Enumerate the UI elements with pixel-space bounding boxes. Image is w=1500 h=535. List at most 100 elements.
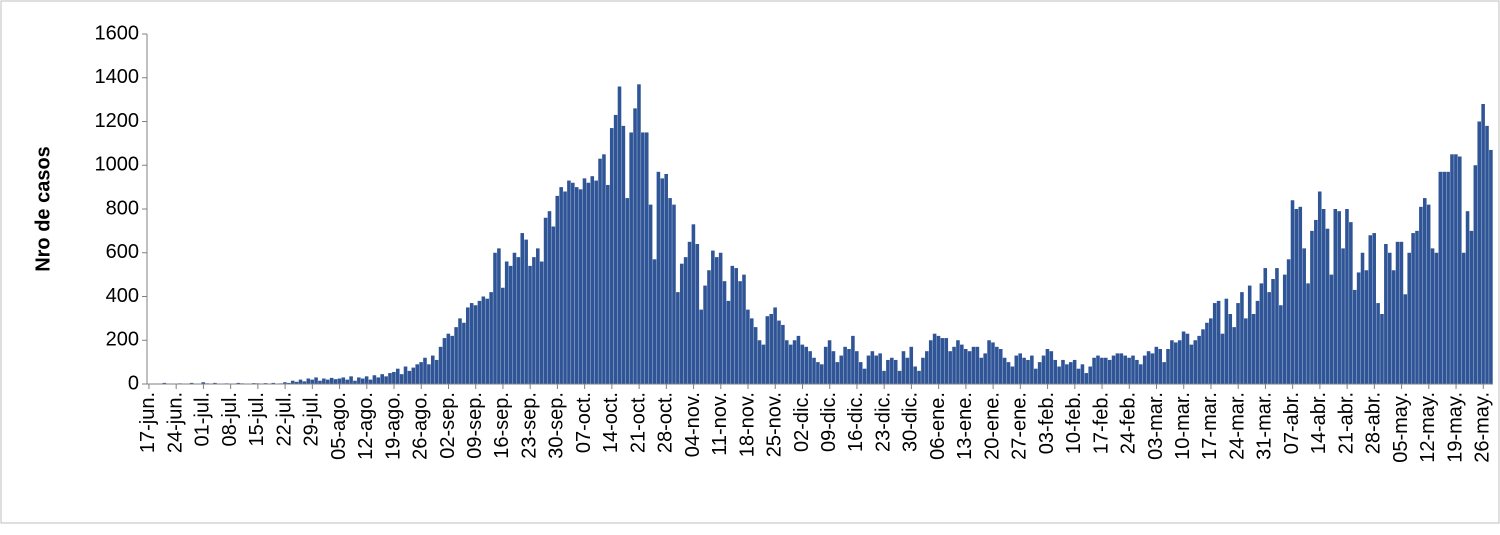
bar xyxy=(1470,231,1474,384)
bar xyxy=(330,378,334,384)
bar xyxy=(614,115,618,384)
bar xyxy=(832,351,836,384)
bar xyxy=(824,347,828,384)
x-tick-label: 20-ene. xyxy=(981,392,1003,460)
bar xyxy=(1003,358,1007,384)
bar xyxy=(808,351,812,384)
bar xyxy=(1481,104,1485,384)
bar xyxy=(1388,253,1392,384)
bar xyxy=(1011,367,1015,385)
bar xyxy=(575,187,579,384)
x-tick-label: 02-dic. xyxy=(791,392,813,452)
bar xyxy=(781,325,785,384)
bar xyxy=(637,84,641,384)
bar xyxy=(388,373,392,384)
bar xyxy=(1026,360,1030,384)
bar xyxy=(1326,229,1330,384)
bar xyxy=(750,318,754,384)
bar xyxy=(1267,292,1271,384)
bar xyxy=(404,367,408,385)
bar xyxy=(1271,279,1275,384)
bar xyxy=(921,358,925,384)
y-tick-label: 0 xyxy=(128,372,139,394)
bar xyxy=(843,347,847,384)
bar xyxy=(941,338,945,384)
bar xyxy=(1376,303,1380,384)
bar xyxy=(1170,340,1174,384)
bar xyxy=(622,126,626,384)
x-tick-label: 27-ene. xyxy=(1009,392,1031,460)
bar xyxy=(1205,323,1209,384)
x-tick-label: 09-dic. xyxy=(818,392,840,452)
bar xyxy=(867,356,871,384)
bar xyxy=(454,327,458,384)
bar xyxy=(707,270,711,384)
bar xyxy=(1178,340,1182,384)
bar xyxy=(458,318,462,384)
bar xyxy=(427,364,431,384)
bar xyxy=(964,349,968,384)
bar xyxy=(1046,349,1050,384)
bar xyxy=(1353,290,1357,384)
bar xyxy=(450,336,454,384)
bar xyxy=(1345,209,1349,384)
x-tick-label: 21-abr. xyxy=(1335,392,1357,454)
bar xyxy=(777,321,781,384)
bar xyxy=(773,307,777,384)
bar xyxy=(657,172,661,384)
bar xyxy=(482,297,486,385)
x-tick-label: 12-ago. xyxy=(355,392,377,460)
bar xyxy=(485,299,489,384)
x-tick-label: 16-sep. xyxy=(491,392,513,459)
x-tick-label: 30-dic. xyxy=(900,392,922,452)
bar xyxy=(1450,154,1454,384)
bar xyxy=(816,362,820,384)
y-tick-label: 1400 xyxy=(95,66,140,88)
bar xyxy=(345,380,349,384)
bar xyxy=(1435,253,1439,384)
bar xyxy=(1330,275,1334,384)
bar xyxy=(1007,362,1011,384)
x-tick-label: 08-jul. xyxy=(219,392,241,446)
bar xyxy=(555,196,559,384)
bar xyxy=(956,340,960,384)
bar xyxy=(645,132,649,384)
bar xyxy=(1283,275,1287,384)
bar xyxy=(882,371,886,384)
x-tick-label: 23-sep. xyxy=(518,392,540,459)
x-tick-label: 19-may. xyxy=(1444,392,1466,463)
bar xyxy=(1116,353,1120,384)
bar xyxy=(664,174,668,384)
bar xyxy=(1411,233,1415,384)
bar xyxy=(583,178,587,384)
bar xyxy=(493,253,497,384)
bar xyxy=(536,248,540,384)
bar xyxy=(1151,353,1155,384)
bar xyxy=(668,198,672,384)
bar xyxy=(1466,211,1470,384)
bar xyxy=(944,338,948,384)
bar xyxy=(1287,259,1291,384)
x-tick-label: 21-oct. xyxy=(627,392,649,453)
y-tick-label: 400 xyxy=(106,285,139,307)
bar xyxy=(1442,172,1446,384)
x-tick-label: 26-ago. xyxy=(410,392,432,460)
bar xyxy=(1298,207,1302,384)
bar xyxy=(470,303,474,384)
bar xyxy=(929,340,933,384)
bar xyxy=(1372,233,1376,384)
bar xyxy=(1369,235,1373,384)
x-tick-label: 10-mar. xyxy=(1172,392,1194,460)
bar xyxy=(925,351,929,384)
bar xyxy=(731,266,735,384)
bar xyxy=(804,347,808,384)
bar xyxy=(563,192,567,385)
bar xyxy=(983,353,987,384)
bar xyxy=(633,108,637,384)
bar xyxy=(1135,360,1139,384)
bar xyxy=(544,218,548,384)
bar xyxy=(672,205,676,384)
bar xyxy=(1322,209,1326,384)
bar xyxy=(1431,248,1435,384)
x-tick-label: 26-may. xyxy=(1472,392,1494,463)
